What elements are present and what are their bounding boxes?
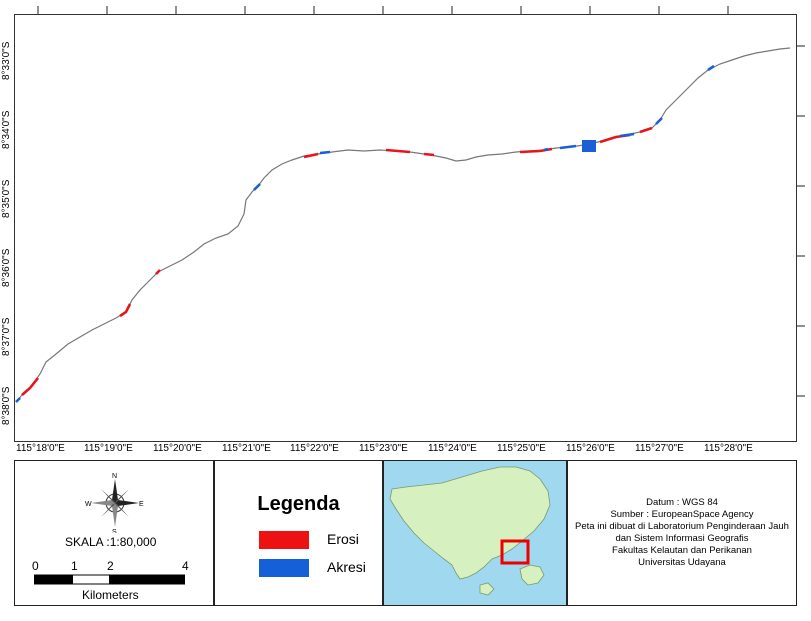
- scale-panel: N S E W SKALA :1:80,000 0 1 2 4 Kilomete…: [14, 460, 214, 606]
- credits-text: Datum : WGS 84 Sumber : EuropeanSpace Ag…: [568, 497, 796, 569]
- inset-map-panel: [383, 460, 567, 606]
- scale-unit: Kilometers: [82, 588, 139, 602]
- lon-label: 115°25'0"E: [497, 443, 546, 454]
- lat-label: 8°37'0"S: [1, 317, 12, 356]
- scale-tick-2: 2: [107, 559, 114, 573]
- legend-swatch-akresi: [259, 559, 309, 577]
- lon-label: 115°21'0"E: [222, 443, 271, 454]
- akresi-segment: [619, 132, 635, 138]
- legend-label-erosi: Erosi: [327, 531, 359, 547]
- credit-lab: Peta ini dibuat di Laboratorium Penginde…: [575, 521, 789, 532]
- lon-label: 115°19'0"E: [84, 443, 133, 454]
- lon-label: 115°28'0"E: [704, 443, 753, 454]
- compass-s: S: [112, 529, 117, 533]
- akresi-segment: [15, 397, 21, 403]
- legend-swatch-erosi: [259, 531, 309, 549]
- inset-map: [389, 466, 551, 596]
- compass-n: N: [112, 473, 117, 480]
- akresi-patch: [582, 140, 596, 152]
- lon-label: 115°18'0"E: [16, 443, 65, 454]
- lon-label: 115°22'0"E: [290, 443, 339, 454]
- compass-w: W: [85, 501, 92, 508]
- nusa-penida: [519, 564, 545, 586]
- credit-lab-2: dan Sistem Informasi Geografis: [615, 533, 749, 544]
- erosi-segment: [423, 152, 435, 157]
- right-tick-marks: [797, 45, 805, 397]
- lat-label: 8°36'0"S: [1, 248, 12, 287]
- bali-island: [389, 466, 551, 580]
- erosi-segment: [119, 303, 132, 318]
- akresi-segment: [253, 183, 261, 191]
- credit-university: Universitas Udayana: [638, 557, 726, 568]
- coastline: [15, 47, 791, 403]
- akresi-segment: [655, 117, 663, 125]
- lon-label: 115°26'0"E: [566, 443, 615, 454]
- lon-label: 115°20'0"E: [153, 443, 202, 454]
- akresi-segments: [15, 64, 715, 403]
- erosi-segments: [21, 126, 653, 396]
- lon-label: 115°23'0"E: [359, 443, 408, 454]
- credit-faculty: Fakultas Kelautan dan Perikanan: [612, 545, 752, 556]
- map-frame: [14, 14, 797, 442]
- legend-panel: Legenda Erosi Akresi: [214, 460, 383, 606]
- akresi-segment: [319, 150, 331, 155]
- compass-e: E: [139, 501, 144, 508]
- akresi-segment: [559, 144, 577, 150]
- map-canvas: [15, 6, 805, 403]
- bukit-peninsula: [479, 582, 495, 596]
- erosi-segment: [303, 152, 319, 159]
- study-area-box: [500, 539, 530, 565]
- lat-label: 8°33'0"S: [1, 41, 12, 80]
- erosi-segment: [155, 269, 161, 275]
- credit-source: Sumber : EuropeanSpace Agency: [610, 509, 754, 520]
- compass-rose-icon: N S E W: [85, 473, 144, 533]
- scale-tick-4: 4: [182, 559, 189, 573]
- legend-label-akresi: Akresi: [327, 559, 366, 575]
- credit-datum: Datum : WGS 84: [646, 497, 718, 508]
- lat-label: 8°34'0"S: [1, 110, 12, 149]
- lat-label: 8°35'0"S: [1, 179, 12, 218]
- lon-label: 115°27'0"E: [635, 443, 684, 454]
- lat-label: 8°38'0"S: [1, 386, 12, 425]
- scale-label: SKALA :1:80,000: [65, 535, 157, 549]
- top-tick-marks: [37, 6, 729, 14]
- credits-panel: Datum : WGS 84 Sumber : EuropeanSpace Ag…: [567, 460, 797, 606]
- erosi-segment: [21, 377, 40, 396]
- scale-tick-1: 1: [71, 559, 78, 573]
- lon-label: 115°24'0"E: [428, 443, 477, 454]
- legend-title: Legenda: [257, 493, 340, 515]
- scale-bar: [34, 574, 185, 585]
- scale-tick-0: 0: [32, 559, 39, 573]
- erosi-segment: [385, 148, 411, 154]
- akresi-segment: [543, 147, 549, 152]
- akresi-segment: [707, 64, 715, 72]
- erosi-segment: [639, 126, 653, 134]
